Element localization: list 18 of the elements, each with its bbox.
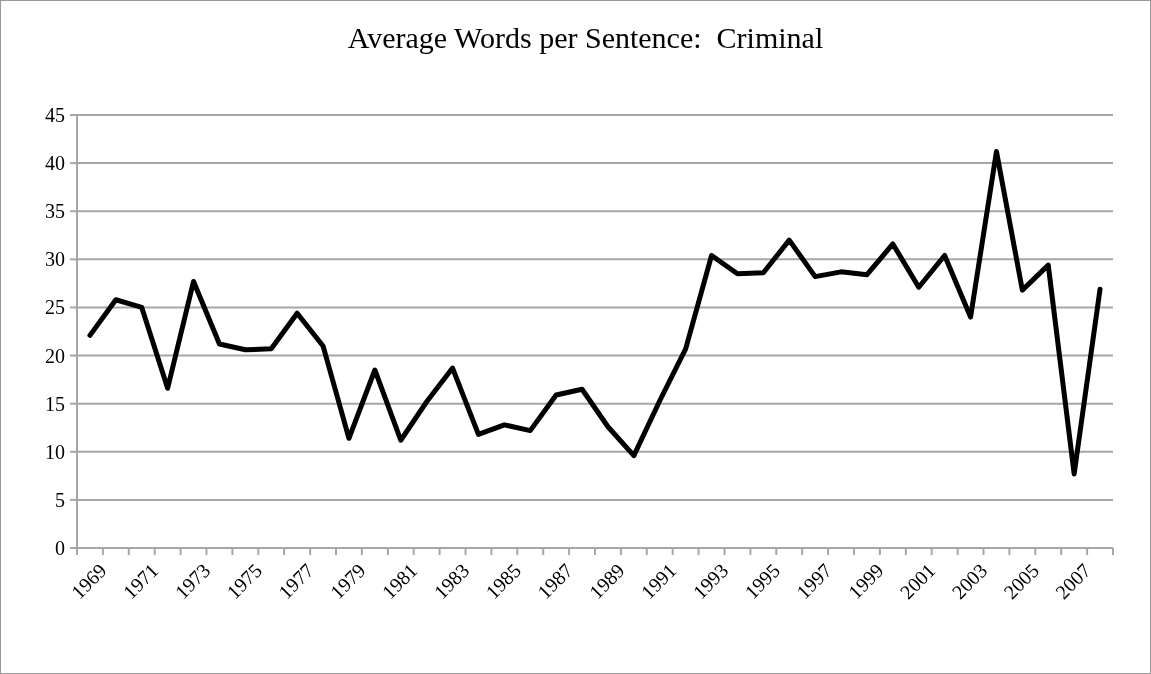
chart-title: Average Words per Sentence: Criminal <box>347 21 824 54</box>
y-tick-label: 45 <box>45 104 65 126</box>
y-tick-label: 35 <box>45 200 65 223</box>
x-tick-label: 1981 <box>377 559 422 604</box>
x-tick-label: 1971 <box>118 559 163 604</box>
y-tick-label: 40 <box>45 152 65 175</box>
y-tick-label: 0 <box>55 537 65 559</box>
y-tick-label: 15 <box>45 392 65 415</box>
x-tick-label: 1989 <box>584 559 629 604</box>
y-tick-label: 30 <box>45 248 65 271</box>
y-tick-label: 25 <box>45 296 65 319</box>
y-tick-label: 5 <box>55 488 65 511</box>
x-tick-label: 1969 <box>66 559 111 604</box>
x-tick-label: 1999 <box>843 559 888 604</box>
x-tick-label: 1991 <box>636 559 681 604</box>
y-tick-label: 10 <box>45 440 65 463</box>
y-tick-label: 20 <box>45 344 65 367</box>
x-tick-label: 1979 <box>325 559 370 604</box>
